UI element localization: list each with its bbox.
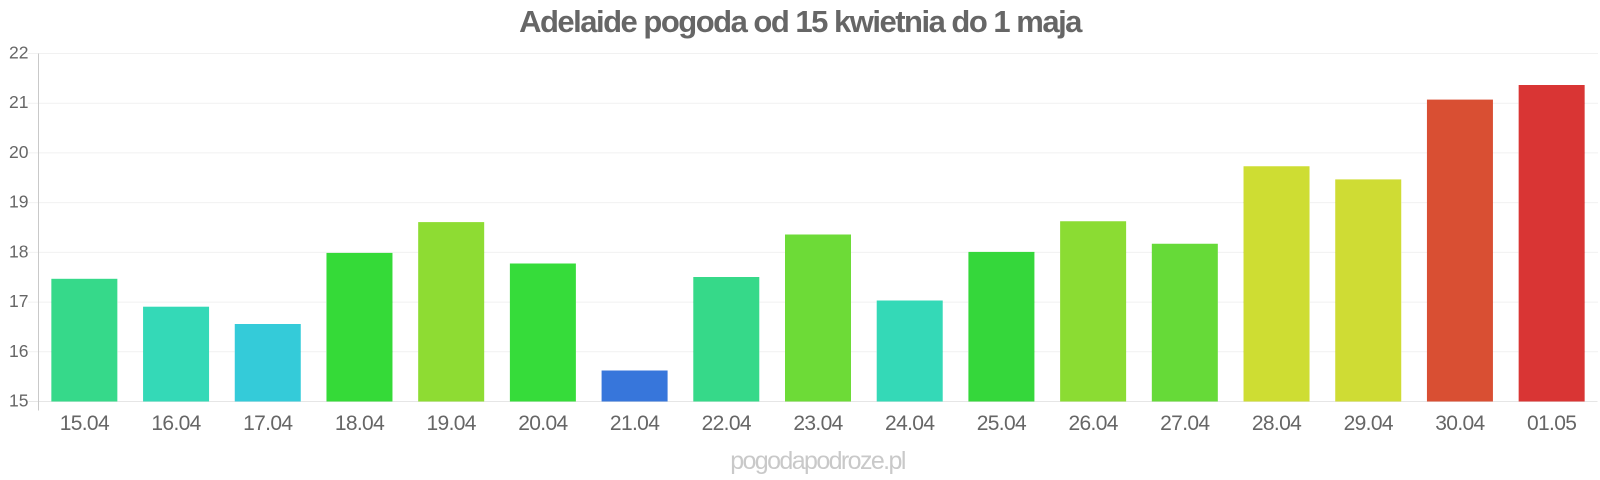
svg-text:01.05: 01.05 xyxy=(1527,412,1576,435)
svg-text:23.04: 23.04 xyxy=(793,412,843,435)
svg-text:17: 17 xyxy=(9,291,28,311)
svg-text:18.04: 18.04 xyxy=(335,412,385,435)
svg-text:24.04: 24.04 xyxy=(885,412,935,435)
svg-text:30.04: 30.04 xyxy=(1435,412,1485,435)
svg-text:26.04: 26.04 xyxy=(1068,412,1118,435)
svg-text:19.04: 19.04 xyxy=(427,412,477,435)
svg-text:15: 15 xyxy=(9,391,28,411)
svg-text:19: 19 xyxy=(9,192,28,212)
svg-text:21: 21 xyxy=(9,92,28,112)
svg-text:pogodapodroze.pl: pogodapodroze.pl xyxy=(730,447,905,475)
svg-text:22.04: 22.04 xyxy=(702,412,752,435)
svg-text:27.04: 27.04 xyxy=(1160,412,1210,435)
svg-text:16.04: 16.04 xyxy=(151,412,201,435)
svg-text:17.04: 17.04 xyxy=(243,412,293,435)
svg-text:21.04: 21.04 xyxy=(610,412,660,435)
svg-text:15.04: 15.04 xyxy=(60,412,110,435)
svg-text:18: 18 xyxy=(9,241,28,261)
svg-text:22: 22 xyxy=(9,43,28,63)
svg-text:Adelaide pogoda od 15 kwietnia: Adelaide pogoda od 15 kwietnia do 1 maja xyxy=(519,4,1083,39)
svg-text:29.04: 29.04 xyxy=(1344,412,1394,435)
svg-text:16: 16 xyxy=(9,341,28,361)
svg-text:20: 20 xyxy=(9,142,29,162)
svg-text:20.04: 20.04 xyxy=(518,412,568,435)
svg-text:25.04: 25.04 xyxy=(977,412,1027,435)
svg-text:28.04: 28.04 xyxy=(1252,412,1302,435)
